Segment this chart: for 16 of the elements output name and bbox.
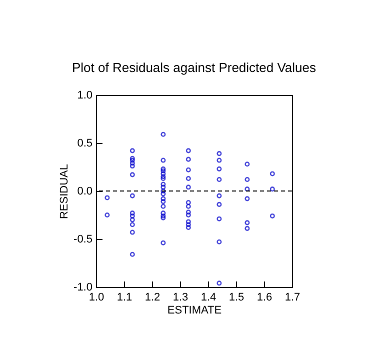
x-tick-label: 1.4 [200,292,216,304]
y-tick-label: 0.5 [77,138,92,150]
x-tick-label: 1.1 [116,292,132,304]
x-tick-label: 1.3 [172,292,188,304]
x-tick-label: 1.5 [228,292,244,304]
y-tick-label: -0.5 [74,234,92,246]
x-tick-label: 1.0 [88,292,104,304]
y-tick-label: 0.0 [77,186,92,198]
x-axis-title: ESTIMATE [167,304,222,316]
chart-title: Plot of Residuals against Predicted Values [72,60,316,75]
y-axis-title: RESIDUAL [58,164,71,220]
x-tick-label: 1.7 [284,292,300,304]
x-tick-label: 1.6 [256,292,272,304]
y-tick-label: -1.0 [74,282,92,294]
x-tick-label: 1.2 [144,292,160,304]
y-tick-label: 1.0 [77,90,92,102]
